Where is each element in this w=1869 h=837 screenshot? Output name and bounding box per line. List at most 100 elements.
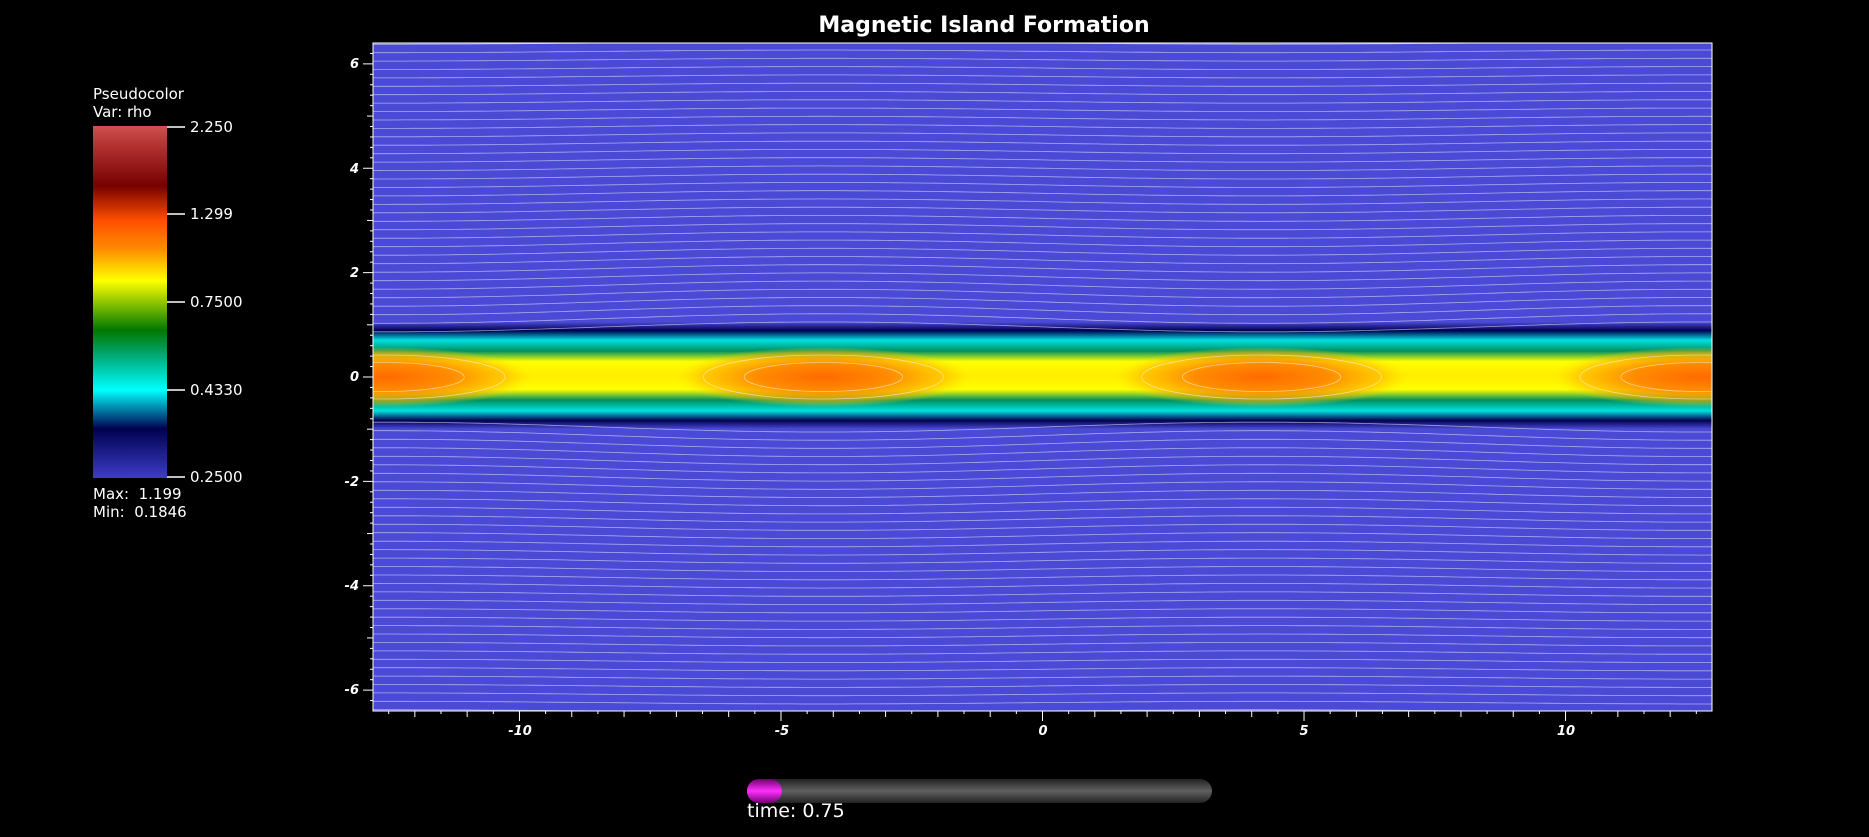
legend-title: Pseudocolor Var: rho xyxy=(93,85,184,121)
field-line xyxy=(373,239,1712,248)
island-contour xyxy=(373,362,465,392)
island-contour xyxy=(1182,362,1342,392)
island-contour xyxy=(1579,354,1712,400)
field-line xyxy=(373,557,1712,564)
y-tick-label: 0 xyxy=(350,370,359,385)
field-line xyxy=(373,132,1712,138)
field-line xyxy=(373,256,1712,265)
field-line xyxy=(373,305,1712,316)
field-line xyxy=(373,608,1712,614)
field-line xyxy=(373,658,1712,663)
field-line xyxy=(373,650,1712,655)
y-tick-label: 4 xyxy=(349,162,359,177)
time-slider[interactable] xyxy=(747,779,1212,803)
field-line xyxy=(373,272,1712,282)
field-line xyxy=(373,464,1712,474)
plot-title: Magnetic Island Formation xyxy=(818,13,1150,38)
field-line xyxy=(373,57,1712,62)
island-contour xyxy=(1620,362,1712,392)
field-line xyxy=(373,247,1712,256)
field-line xyxy=(373,264,1712,273)
legend-max-value: 1.199 xyxy=(138,485,182,503)
field-line xyxy=(373,297,1712,307)
field-line xyxy=(373,515,1712,523)
field-line xyxy=(373,582,1712,589)
field-line xyxy=(373,124,1712,129)
magnetic-island xyxy=(1550,347,1712,407)
field-line xyxy=(373,667,1712,672)
field-line xyxy=(373,173,1712,180)
field-line xyxy=(373,421,1712,433)
magnetic-island xyxy=(673,347,974,407)
field-line xyxy=(373,190,1712,197)
field-line xyxy=(373,313,1712,324)
legend-min-value: 0.1846 xyxy=(134,503,187,521)
y-tick-label: 6 xyxy=(350,57,359,72)
legend-tick-min: 0.2500 xyxy=(190,468,243,486)
field-line xyxy=(373,625,1712,630)
field-line xyxy=(373,549,1712,556)
y-tick-label: -6 xyxy=(345,683,359,698)
field-line xyxy=(373,489,1712,498)
field-line xyxy=(373,107,1712,112)
legend-max-row: Max: 1.199 xyxy=(93,485,187,503)
field-line xyxy=(373,82,1712,87)
legend-tick-3: 0.7500 xyxy=(190,293,243,311)
time-label: time: 0.75 xyxy=(747,800,845,822)
colorbar-ticks xyxy=(167,126,185,478)
time-slider-track[interactable] xyxy=(747,779,1212,803)
field-line xyxy=(373,49,1712,54)
x-tick-label: -5 xyxy=(775,724,789,739)
field-line xyxy=(373,288,1712,299)
current-sheet-band xyxy=(373,322,1712,429)
x-tick-label: -10 xyxy=(508,724,532,739)
magnetic-island xyxy=(373,347,535,407)
pseudocolor-field xyxy=(373,43,1712,711)
legend-stats: Max: 1.199 Min: 0.1846 xyxy=(93,485,187,521)
field-line xyxy=(373,165,1712,172)
field-line xyxy=(373,599,1712,605)
field-line xyxy=(373,215,1712,222)
y-tick-label: -4 xyxy=(345,579,359,594)
y-tick-label: -2 xyxy=(345,475,359,490)
island-contour xyxy=(373,354,506,400)
field-line xyxy=(373,99,1712,104)
field-line xyxy=(373,498,1712,507)
x-tick-label: 5 xyxy=(1299,724,1308,739)
field-line xyxy=(373,472,1712,482)
x-tick-label: 10 xyxy=(1557,724,1575,739)
legend-tick-4: 0.4330 xyxy=(190,381,243,399)
field-line xyxy=(373,481,1712,490)
field-line xyxy=(373,149,1712,155)
field-line xyxy=(373,566,1712,572)
field-line xyxy=(373,633,1712,639)
field-line xyxy=(373,506,1712,515)
legend-tick-max: 2.250 xyxy=(190,118,233,136)
island-contour xyxy=(702,354,944,400)
legend-tick-2: 1.299 xyxy=(190,205,233,223)
field-line xyxy=(373,700,1712,705)
island-contour xyxy=(1141,354,1383,400)
field-line xyxy=(373,321,1712,333)
legend-variable: Var: rho xyxy=(93,103,152,121)
field-line xyxy=(373,540,1712,548)
legend-max-label: Max: xyxy=(93,485,130,503)
field-line xyxy=(373,675,1712,680)
time-slider-progress[interactable] xyxy=(747,779,782,803)
magnetic-island xyxy=(1111,347,1412,407)
field-line xyxy=(373,692,1712,697)
field-line xyxy=(373,574,1712,581)
field-line xyxy=(373,115,1712,121)
field-line xyxy=(373,642,1712,647)
field-line xyxy=(373,182,1712,188)
field-line xyxy=(373,455,1712,466)
field-line xyxy=(373,532,1712,539)
field-line xyxy=(373,438,1712,449)
field-line xyxy=(373,616,1712,622)
field-line xyxy=(373,684,1712,688)
legend-plot-type: Pseudocolor xyxy=(93,85,184,103)
field-line xyxy=(373,591,1712,597)
field-line xyxy=(373,280,1712,290)
field-line xyxy=(373,74,1712,79)
